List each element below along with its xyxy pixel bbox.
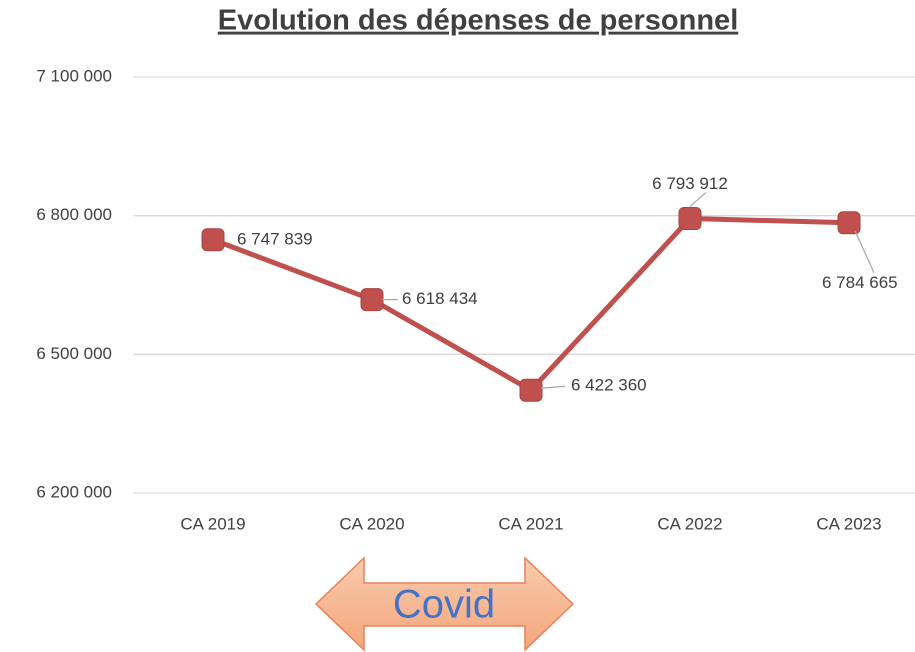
x-tick-label: CA 2021 xyxy=(498,514,563,533)
leader-line xyxy=(689,192,707,207)
data-label: 6 784 665 xyxy=(822,273,898,292)
data-label: 6 793 912 xyxy=(652,174,728,193)
data-label: 6 747 839 xyxy=(237,229,313,248)
y-tick-label: 7 100 000 xyxy=(36,66,112,85)
y-tick-label: 6 800 000 xyxy=(36,205,112,224)
data-label: 6 422 360 xyxy=(571,376,647,395)
annotation: Covid xyxy=(393,583,495,627)
x-tick-label: CA 2023 xyxy=(816,514,881,533)
marker xyxy=(678,206,702,230)
leader-line xyxy=(540,385,566,389)
y-tick-label: 6 500 000 xyxy=(36,344,112,363)
chart-title: Evolution des dépenses de personnel xyxy=(218,5,739,37)
y-tick-label: 6 200 000 xyxy=(36,482,112,501)
data-label: 6 618 434 xyxy=(402,289,478,308)
x-tick-label: CA 2022 xyxy=(657,514,722,533)
x-tick-label: CA 2019 xyxy=(180,514,245,533)
covid-arrow xyxy=(314,556,575,652)
marker xyxy=(837,211,861,235)
marker xyxy=(519,378,543,402)
leader-line xyxy=(854,230,875,274)
marker xyxy=(360,288,384,312)
x-tick-label: CA 2020 xyxy=(339,514,404,533)
marker xyxy=(201,228,225,252)
